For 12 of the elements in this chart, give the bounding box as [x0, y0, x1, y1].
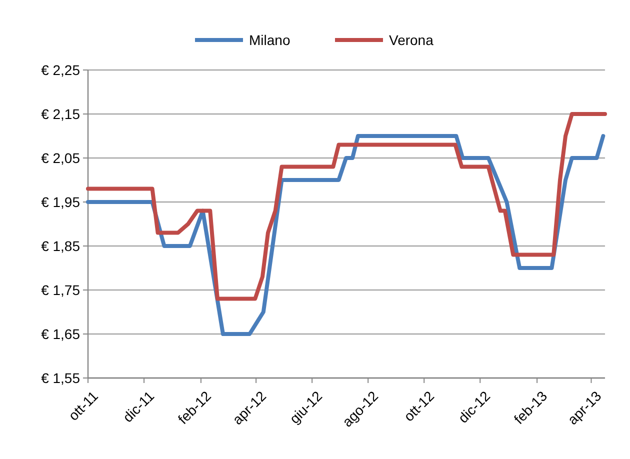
legend-label: Verona — [389, 32, 434, 48]
y-tick-label: € 2,05 — [41, 150, 80, 166]
line-series — [86, 112, 607, 301]
y-tick-label: € 1,65 — [41, 326, 80, 342]
y-tick-label: € 2,15 — [41, 106, 80, 122]
y-tick-label: € 1,55 — [41, 370, 80, 386]
y-tick-label: € 1,85 — [41, 238, 80, 254]
y-tick-label: € 1,95 — [41, 194, 80, 210]
y-tick-label: € 2,25 — [41, 62, 80, 78]
y-tick-label: € 1,75 — [41, 282, 80, 298]
line-series — [86, 134, 606, 336]
legend-label: Milano — [249, 32, 290, 48]
